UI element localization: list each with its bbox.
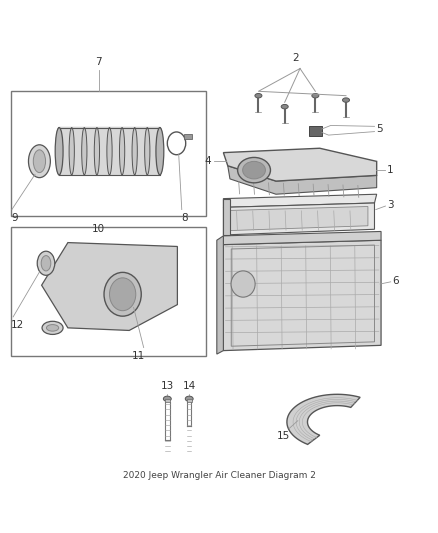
Ellipse shape — [237, 157, 270, 183]
Ellipse shape — [156, 127, 164, 175]
Text: 2: 2 — [292, 53, 299, 63]
Text: 15: 15 — [277, 431, 290, 441]
Ellipse shape — [185, 396, 193, 401]
Ellipse shape — [41, 256, 51, 271]
Bar — [11, 91, 206, 216]
Polygon shape — [223, 148, 377, 181]
Ellipse shape — [55, 127, 63, 175]
Ellipse shape — [28, 145, 50, 177]
Polygon shape — [42, 243, 177, 330]
Bar — [187, 399, 192, 402]
Text: 13: 13 — [161, 381, 174, 391]
Ellipse shape — [81, 127, 87, 175]
Ellipse shape — [231, 271, 255, 297]
Bar — [11, 227, 206, 356]
Text: 7: 7 — [95, 57, 102, 67]
Text: 11: 11 — [131, 351, 145, 361]
Ellipse shape — [42, 321, 63, 334]
Ellipse shape — [281, 104, 288, 109]
Ellipse shape — [110, 278, 136, 311]
Text: 9: 9 — [11, 213, 18, 223]
Ellipse shape — [46, 325, 59, 331]
Bar — [165, 399, 170, 402]
Ellipse shape — [69, 127, 74, 175]
Ellipse shape — [312, 93, 319, 98]
FancyBboxPatch shape — [58, 127, 161, 176]
Text: 6: 6 — [392, 276, 399, 286]
Text: 2020 Jeep Wrangler Air Cleaner Diagram 2: 2020 Jeep Wrangler Air Cleaner Diagram 2 — [123, 471, 315, 480]
Ellipse shape — [243, 161, 265, 179]
Ellipse shape — [132, 127, 138, 175]
Ellipse shape — [163, 396, 171, 401]
Polygon shape — [223, 231, 381, 245]
Text: 12: 12 — [11, 320, 24, 330]
Bar — [309, 126, 322, 136]
Polygon shape — [223, 199, 230, 235]
Text: 1: 1 — [387, 165, 393, 175]
Polygon shape — [223, 203, 374, 235]
Polygon shape — [287, 394, 360, 445]
Text: 3: 3 — [387, 200, 393, 210]
Ellipse shape — [157, 127, 162, 175]
Ellipse shape — [107, 127, 112, 175]
Polygon shape — [223, 240, 381, 351]
Ellipse shape — [33, 150, 46, 173]
Ellipse shape — [94, 127, 99, 175]
Text: 4: 4 — [205, 156, 212, 166]
Ellipse shape — [120, 127, 125, 175]
Text: 14: 14 — [183, 381, 196, 391]
Ellipse shape — [145, 127, 150, 175]
Ellipse shape — [37, 251, 55, 276]
Ellipse shape — [57, 127, 62, 175]
Text: 10: 10 — [92, 224, 105, 234]
Polygon shape — [230, 206, 368, 231]
Polygon shape — [217, 236, 223, 354]
Text: 5: 5 — [377, 124, 383, 134]
Polygon shape — [228, 166, 377, 194]
Polygon shape — [223, 194, 377, 207]
Bar — [184, 134, 192, 139]
Text: 8: 8 — [181, 213, 187, 223]
Ellipse shape — [255, 93, 262, 98]
Ellipse shape — [343, 98, 350, 102]
Ellipse shape — [104, 272, 141, 316]
